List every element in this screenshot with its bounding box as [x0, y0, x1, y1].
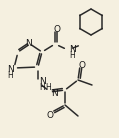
Text: O: O: [54, 25, 60, 34]
Text: N: N: [69, 46, 76, 55]
Text: O: O: [47, 111, 54, 120]
Text: N: N: [39, 78, 46, 87]
Text: N: N: [7, 66, 13, 75]
Text: H: H: [45, 83, 51, 92]
Text: H: H: [39, 83, 45, 92]
Text: N: N: [51, 90, 58, 99]
Text: N: N: [26, 39, 32, 48]
Text: O: O: [79, 60, 85, 70]
Text: H: H: [7, 71, 13, 79]
Text: H: H: [69, 51, 75, 60]
